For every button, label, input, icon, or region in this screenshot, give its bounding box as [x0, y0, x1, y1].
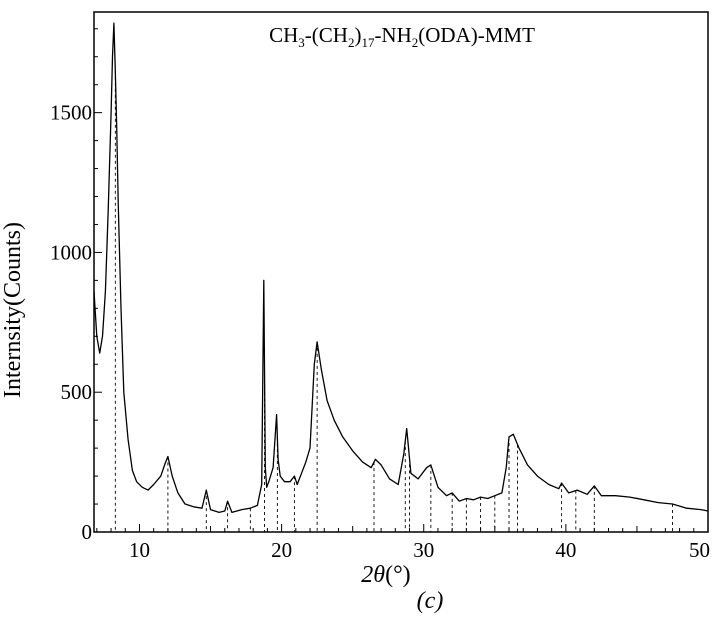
- x-axis-title: 2θ(°): [361, 562, 410, 588]
- title-segment: CH: [269, 23, 298, 47]
- title-segment: -(CH: [305, 23, 348, 47]
- y-axis-title: Internsity(Counts): [0, 222, 26, 398]
- y-tick-label: 1500: [50, 101, 92, 125]
- x-tick-label: 10: [129, 538, 150, 562]
- diffraction-pattern-line: [93, 22, 709, 514]
- x-tick-label: 50: [689, 538, 710, 562]
- x-axis-symbol: 2θ: [361, 562, 385, 588]
- title-segment: ): [354, 23, 361, 47]
- y-tick-label: 1000: [50, 240, 92, 264]
- title-subscript: 2: [412, 35, 419, 50]
- x-axis-ticks: 10 20 30 40 50: [96, 524, 710, 562]
- chart-title: CH3-(CH2)17-NH2(ODA)-MMT: [269, 23, 535, 50]
- x-tick-label: 20: [271, 538, 292, 562]
- peak-marker-group: [114, 70, 673, 532]
- title-subscript: 2: [348, 35, 355, 50]
- figure-caption: (c): [417, 588, 444, 614]
- x-tick-label: 30: [413, 538, 434, 562]
- plot-area: 10 20 30 40 50 0 500 1000 1500: [50, 11, 710, 562]
- y-axis-ticks: 0 500 1000 1500: [50, 28, 102, 544]
- title-segment: -NH: [374, 23, 411, 47]
- y-tick-label: 500: [61, 380, 93, 404]
- title-subscript: 17: [361, 35, 375, 50]
- title-segment: (ODA)-MMT: [418, 23, 535, 47]
- title-subscript: 3: [298, 35, 305, 50]
- x-tick-label: 40: [555, 538, 576, 562]
- x-axis-unit: (°): [385, 562, 411, 588]
- plot-frame: [93, 11, 709, 533]
- y-tick-label: 0: [82, 520, 93, 544]
